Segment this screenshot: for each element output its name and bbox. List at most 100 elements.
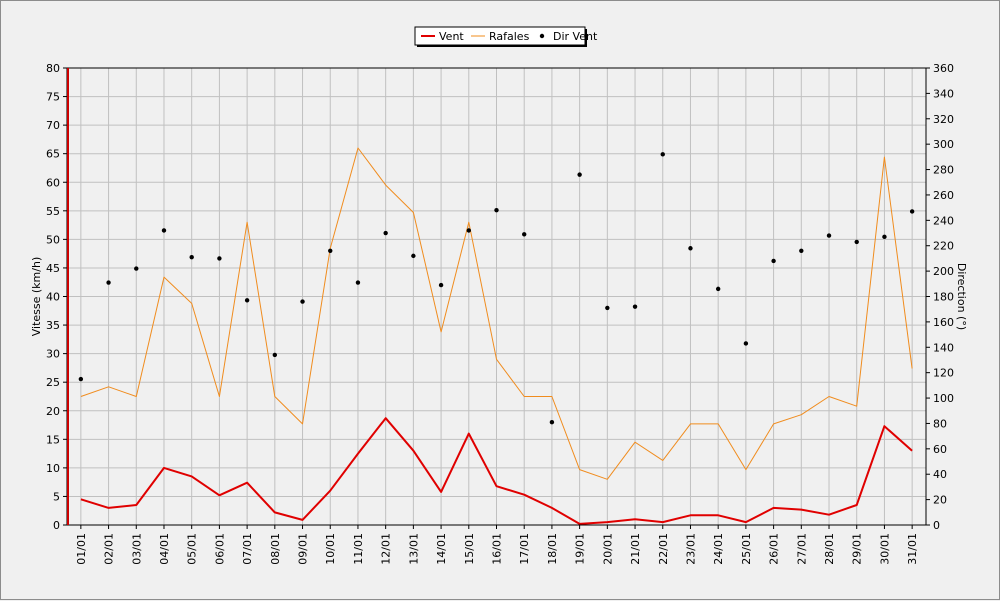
data-point-dir-vent [549,419,555,425]
y2-tick-label: 340 [933,87,954,100]
data-point-dir-vent [854,239,859,245]
data-point-dir-vent [134,266,139,271]
data-point-dir-vent [826,233,832,238]
data-point-dir-vent [217,256,222,261]
grid-layer [67,67,926,526]
x-tick-label: 17/01 [518,533,531,565]
legend-swatch [539,33,545,39]
y2-tick-label: 80 [933,417,947,430]
data-point-dir-vent [743,341,749,346]
x-tick-label: 31/01 [906,533,919,565]
data-point-dir-vent [328,248,333,253]
y-tick-label: 5 [53,490,60,503]
x-tick-label: 07/01 [241,533,254,565]
y-tick-label: 30 [46,348,60,361]
data-point-dir-vent [411,253,416,259]
y-tick-label: 10 [46,462,60,475]
legend: Vent Rafales Dir Vent [414,26,598,47]
x-tick-label: 19/01 [574,533,587,565]
x-tick-label: 12/01 [380,533,393,565]
x-tick-label: 13/01 [407,533,420,565]
data-point-dir-vent [244,298,250,303]
y-tick-label: 75 [46,91,60,104]
x-tick-label: 06/01 [213,533,226,565]
y2-tick-label: 100 [933,392,954,405]
x-tick-label: 22/01 [657,533,670,565]
data-point-dir-vent [438,282,444,288]
data-point-dir-vent [632,304,638,309]
data-point-dir-vent [577,172,582,177]
x-tick-label: 21/01 [629,533,642,565]
y-tick-label: 0 [53,519,60,532]
data-point-dir-vent [272,352,278,358]
data-point-dir-vent [300,299,305,304]
y2-tick-label: 240 [933,214,954,227]
x-tick-label: 29/01 [851,533,864,565]
x-tick-label: 14/01 [435,533,448,565]
data-point-dir-vent [660,152,665,157]
y-axis-title: Vitesse (km/h) [30,257,43,337]
y2-tick-label: 320 [933,113,954,126]
y-tick-label: 55 [46,205,60,218]
y-tick-label: 65 [46,148,60,161]
series-line-vent [80,417,913,525]
x-tick-label: 28/01 [823,533,836,565]
y-tick-label: 60 [46,176,60,189]
y2-tick-label: 0 [933,519,940,532]
data-point-dir-vent [106,280,111,285]
x-tick-label: 04/01 [158,533,171,565]
series-line-rafales [80,147,913,480]
y2-tick-label: 200 [933,265,954,278]
y2-tick-label: 40 [933,468,947,481]
x-tick-label: 24/01 [712,533,725,565]
x-tick-label: 26/01 [768,533,781,565]
y2-axis-title: Direction (°) [955,263,968,330]
y2-tick-label: 160 [933,316,954,329]
data-point-dir-vent [494,207,499,213]
axis-layer: 0 5 10 15 20 25 30 35 40 45 50 55 60 65 70 75 80 0 20 40 60 8… [46,62,954,565]
y-tick-label: 80 [46,62,60,75]
legend-box [414,26,586,46]
y2-tick-label: 260 [933,189,954,202]
data-point-dir-vent [522,232,527,237]
y2-tick-label: 60 [933,443,947,456]
legend-label: Dir Vent [553,30,598,43]
x-tick-label: 03/01 [130,533,143,565]
y-tick-label: 15 [46,433,60,446]
y2-tick-label: 220 [933,240,954,253]
y-tick-label: 20 [46,405,60,418]
x-tick-label: 23/01 [684,533,697,565]
data-point-dir-vent [78,376,84,382]
y2-tick-label: 280 [933,164,954,177]
y2-tick-label: 20 [933,494,947,507]
y-tick-label: 40 [46,291,60,304]
x-tick-label: 01/01 [75,533,88,565]
data-point-dir-vent [383,230,388,236]
data-point-dir-vent [161,228,167,233]
y-tick-label: 35 [46,319,60,332]
y2-tick-label: 300 [933,138,954,151]
y2-tick-label: 120 [933,367,954,380]
x-tick-label: 08/01 [269,533,282,565]
data-point-dir-vent [909,209,915,214]
x-tick-label: 10/01 [324,533,337,565]
x-tick-label: 20/01 [601,533,614,565]
x-tick-label: 16/01 [491,533,504,565]
data-point-dir-vent [799,248,804,253]
legend-label: Rafales [489,30,530,43]
series-layer [78,147,915,525]
y2-tick-label: 360 [933,62,954,75]
y-tick-label: 50 [46,233,60,246]
y2-tick-label: 140 [933,341,954,354]
x-tick-label: 30/01 [878,533,891,565]
data-point-dir-vent [771,258,776,264]
x-tick-label: 05/01 [186,533,199,565]
data-point-dir-vent [466,228,471,233]
x-tick-label: 18/01 [546,533,559,565]
data-point-dir-vent [355,280,361,285]
legend-label: Vent [439,30,464,43]
y-tick-label: 25 [46,376,60,389]
x-tick-label: 15/01 [463,533,476,565]
